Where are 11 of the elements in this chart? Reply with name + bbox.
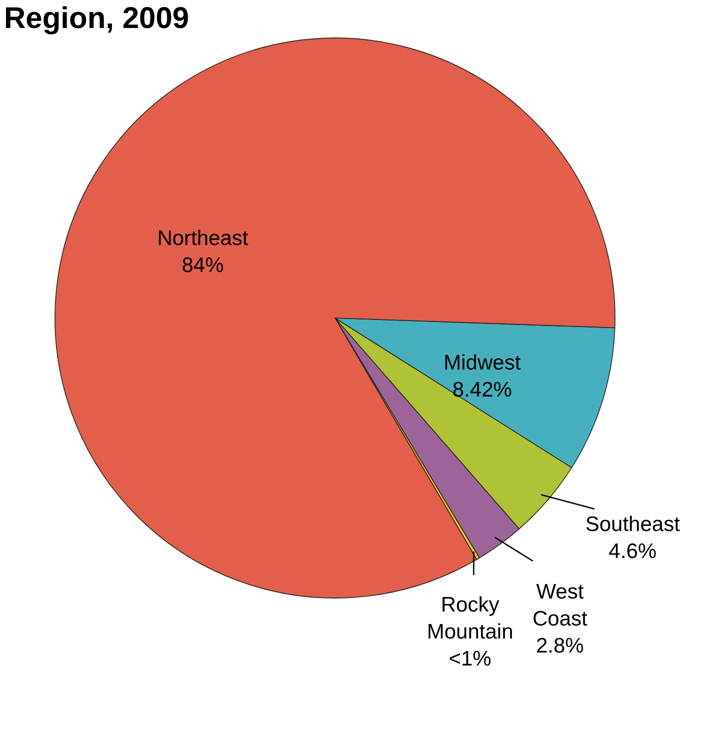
data-label: 2.8% — [536, 634, 584, 658]
slice-label: Rocky Mountain — [426, 594, 514, 644]
data-label: 8.42% — [452, 378, 512, 402]
data-label: 4.6% — [608, 540, 657, 564]
slice-label: West Coast — [532, 580, 588, 630]
data-label: <1% — [448, 648, 492, 671]
slice-label: Southeast — [585, 513, 680, 536]
slice-label: Midwest — [444, 351, 521, 374]
chart-title: Region, 2009 — [4, 2, 190, 35]
data-label: 84% — [182, 254, 224, 278]
slice-label: Northeast — [157, 227, 248, 250]
